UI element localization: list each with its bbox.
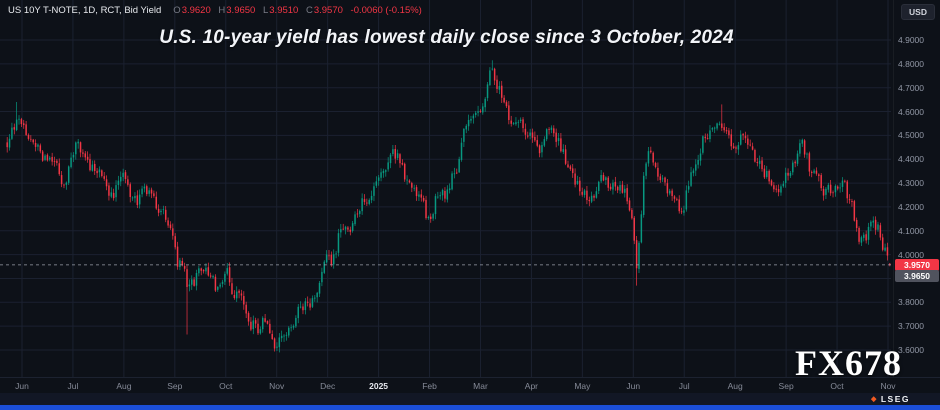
change-value: -0.0060 (-0.15%) [350,5,422,16]
low-value: 3.9510 [269,5,299,16]
symbol-title[interactable]: US 10Y T-NOTE, 1D, RCT, Bid Yield [8,5,162,16]
x-tick-label: Jul [678,381,690,391]
x-tick-label: Sep [167,381,183,391]
y-tick-label: 4.7000 [898,82,924,93]
y-tick-label: 4.3000 [898,178,924,189]
y-tick-label: 3.7000 [898,321,924,332]
y-tick-label: 4.5000 [898,130,924,141]
open-label: O [173,5,181,16]
y-tick-label: 4.0000 [898,249,924,260]
x-tick-label: Apr [524,381,539,391]
close-value: 3.9570 [313,5,343,16]
lseg-brand-text: LSEG [880,394,910,404]
x-tick-label: Nov [269,381,285,391]
y-tick-label: 3.8000 [898,297,924,308]
x-tick-label: Mar [473,381,488,391]
x-tick-label: Feb [422,381,437,391]
secondary-price-badge: 3.9650 [895,269,939,282]
open-value: 3.9620 [181,5,211,16]
bottom-blue-strip [0,405,940,410]
y-tick-label: 4.1000 [898,225,924,236]
x-tick-label: May [574,381,591,391]
y-tick-label: 4.9000 [898,35,924,45]
last-price-badge: 3.9570 [895,258,939,271]
y-tick-label: 3.6000 [898,344,924,355]
high-label: H [218,5,226,16]
x-tick-label: Oct [219,381,233,391]
chart-annotation-title: U.S. 10-year yield has lowest daily clos… [159,27,734,48]
footer-bar: ◆ LSEG [0,393,940,405]
candlestick-chart[interactable] [0,0,940,377]
y-tick-label: 4.8000 [898,58,924,69]
currency-axis-button[interactable]: USD [901,4,935,20]
close-label: C [305,5,313,16]
x-tick-label: Aug [116,381,132,391]
x-tick-label: Oct [830,381,844,391]
x-tick-label: Nov [880,381,896,391]
x-tick-label: 2025 [369,381,389,391]
price-axis[interactable]: 4.9000 4.8000 4.7000 4.6000 4.5000 4.4000 4.30… [893,0,940,377]
x-tick-label: Sep [778,381,794,391]
lseg-diamond-icon: ◆ [870,395,878,403]
lseg-logo: ◆ LSEG [871,394,910,404]
x-tick-label: Jul [67,381,79,391]
fx678-watermark: FX678 [795,343,902,383]
chart-legend: US 10Y T-NOTE, 1D, RCT, Bid Yield O3.962… [8,5,422,16]
y-tick-label: 4.4000 [898,154,924,165]
y-tick-label: 4.2000 [898,201,924,212]
x-tick-label: Jun [626,381,641,391]
time-axis[interactable]: Jun Jul Aug Sep Oct Nov Dec 2025 Feb Mar Apr May Jun… [0,377,940,394]
y-tick-label: 4.6000 [898,106,924,117]
x-tick-label: Aug [727,381,743,391]
x-tick-label: Dec [320,381,336,391]
low-label: L [262,5,269,16]
ohlc-readout: O3.9620 H3.9650 L3.9510 C3.9570 -0.0060 … [168,5,422,16]
x-tick-label: Jun [15,381,29,391]
high-value: 3.9650 [226,5,256,16]
